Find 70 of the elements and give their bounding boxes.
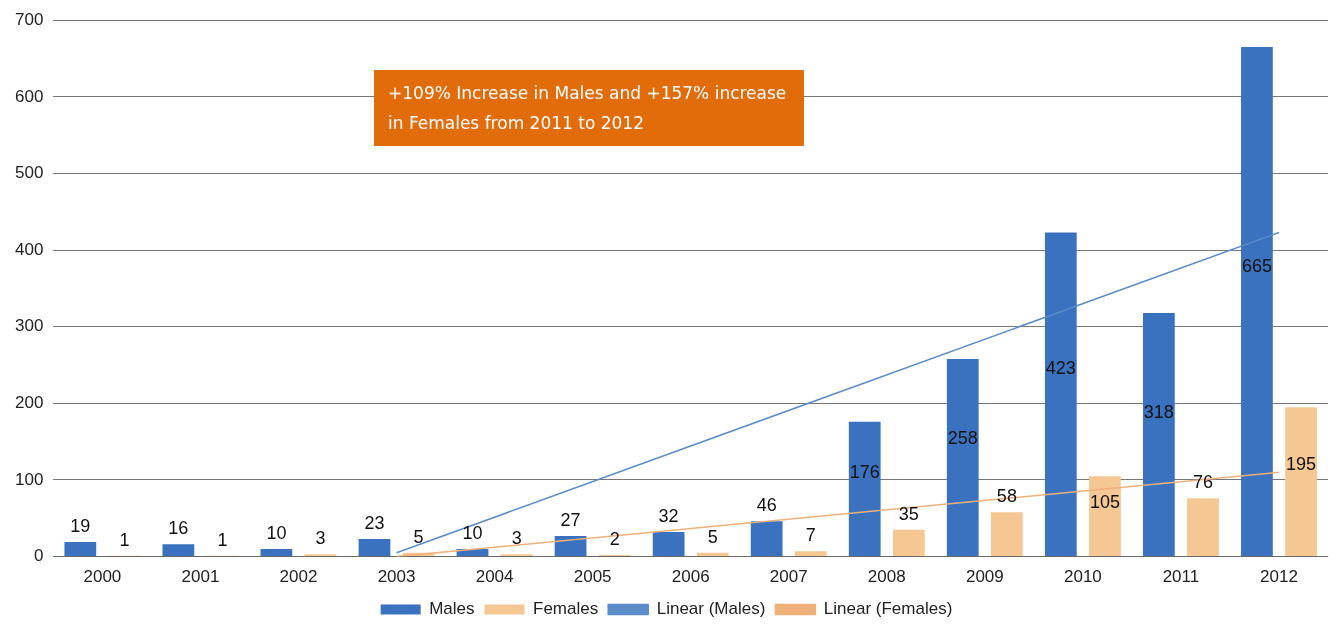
legend-label: Females [533,599,599,619]
data-label: 5 [707,526,718,547]
x-tick-label: 2010 [1063,567,1102,587]
bar [358,538,391,557]
data-label: 3 [511,528,522,549]
data-label: 423 [1045,358,1076,379]
data-label: 58 [996,486,1017,507]
bar [991,512,1023,557]
data-label: 1 [119,529,130,550]
data-label: 665 [1241,256,1272,277]
bar [750,521,783,557]
data-label: 105 [1089,492,1120,513]
x-tick-label: 2001 [181,567,220,587]
data-label: 27 [560,509,581,530]
x-tick-label: 2012 [1260,567,1298,587]
x-tick-label: 2008 [867,567,906,587]
data-label: 3 [315,528,326,549]
bar [946,358,979,557]
data-label: 5 [413,526,424,547]
data-label: 32 [658,506,679,527]
bar [794,551,827,557]
data-label: 23 [364,512,385,533]
data-label: 318 [1143,402,1174,423]
bar [1044,232,1077,557]
bar [652,532,685,557]
x-tick-label: 2009 [965,567,1004,587]
bar [162,544,195,557]
annotation: +109% Increase in Males and +157% increase in Females from 2011 to 2012 [388,82,788,135]
bar [1089,476,1121,557]
bar [1187,498,1219,557]
bar [260,548,293,557]
y-tick-label: 600 [14,86,44,106]
y-tick-label: 100 [14,469,44,489]
x-tick-label: 2000 [83,567,122,587]
y-tick-label: 200 [14,393,44,413]
legend-label: Males [429,599,475,619]
x-tick-label: 2006 [671,567,710,587]
bar [696,552,729,557]
y-tick-label: 500 [14,163,44,183]
bar [64,542,97,557]
legend-label: Linear (Males) [656,599,766,619]
y-tick-label: 700 [14,9,44,29]
legend-label: Linear (Females) [823,599,953,619]
data-label: 46 [756,495,777,516]
data-label: 19 [70,516,91,537]
x-tick-label: 2002 [279,567,318,587]
data-label: 35 [898,503,919,524]
data-label: 1 [217,529,228,550]
bar [1142,312,1175,557]
bar [554,535,587,557]
data-label: 10 [266,522,287,543]
data-label: 7 [805,525,816,546]
data-label: 10 [462,522,483,543]
x-tick-label: 2007 [769,567,808,587]
data-label: 16 [168,518,189,539]
y-tick-label: 0 [33,546,44,566]
x-tick-label: 2011 [1162,567,1200,587]
data-label: 2 [609,529,620,550]
data-label: 195 [1286,454,1317,475]
y-tick-label: 400 [14,239,44,259]
x-tick-label: 2003 [377,567,416,587]
data-label: 258 [947,427,978,448]
x-tick-label: 2004 [475,567,514,587]
bar [1241,47,1273,557]
data-label: 176 [849,462,880,483]
bar [892,529,925,557]
x-tick-label: 2005 [573,567,612,587]
bar [848,421,881,557]
bar [1285,407,1317,557]
y-tick-label: 300 [14,316,44,336]
